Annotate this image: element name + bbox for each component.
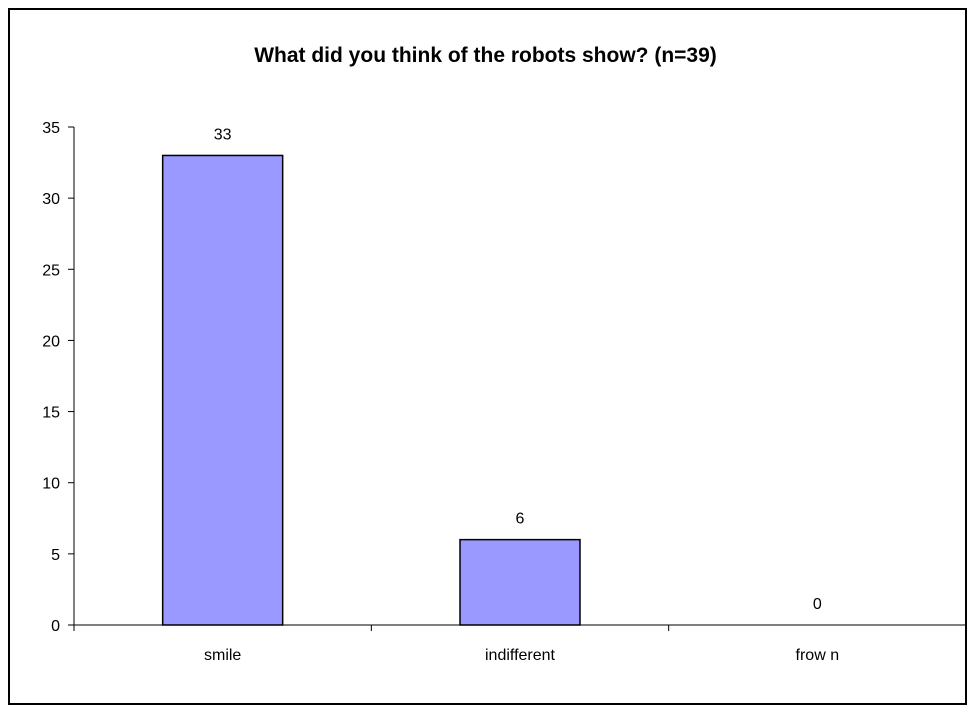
x-axis-labels: smile indifferent frow n (204, 647, 839, 664)
data-label: 0 (813, 596, 822, 613)
bars (161, 154, 581, 626)
y-tick-label: 30 (42, 191, 60, 208)
data-label: 6 (516, 511, 525, 528)
x-tick-label: smile (204, 647, 241, 664)
y-axis-ticks (68, 126, 74, 626)
y-tick-label: 5 (51, 547, 60, 564)
y-tick-label: 20 (42, 333, 60, 350)
data-labels: 33 6 0 (214, 126, 822, 613)
y-tick-label: 35 (42, 120, 60, 137)
x-tick-label: indifferent (485, 647, 556, 664)
x-axis-ticks (73, 625, 967, 631)
bar-smile (161, 154, 284, 626)
x-tick-label: frow n (796, 647, 840, 664)
bar-indifferent (459, 538, 581, 626)
y-tick-label: 25 (42, 262, 60, 279)
y-tick-label: 15 (42, 405, 60, 422)
y-tick-label: 0 (51, 618, 60, 635)
data-label: 33 (214, 126, 232, 143)
chart-title: What did you think of the robots show? (… (254, 44, 717, 67)
y-tick-label: 10 (42, 476, 60, 493)
y-axis-labels: 0 5 10 15 20 25 30 35 (42, 120, 60, 635)
